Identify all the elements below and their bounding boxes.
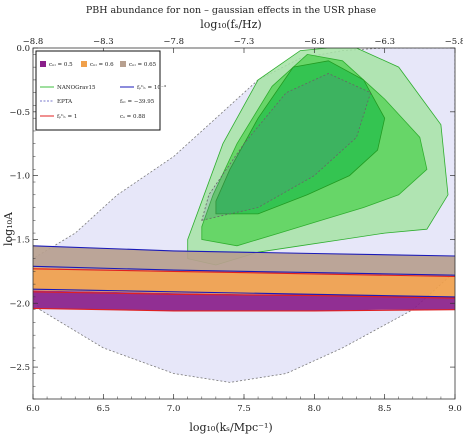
x2-tick-label: −6.3: [374, 37, 395, 47]
contour-4: [201, 73, 372, 221]
legend-label: fₙₗ = −39.95: [120, 99, 155, 105]
x2-tick-label: −8.3: [93, 37, 114, 47]
y-tick-label: 0.0: [16, 44, 30, 54]
x-tick-label: 6.5: [97, 404, 111, 414]
x-tick-label: 8.0: [308, 404, 322, 414]
x-tick-label: 7.0: [167, 404, 181, 414]
legend-label: fₚᵇₕ = 1: [57, 113, 77, 120]
legend-label: cₙₗ = 0.65: [129, 62, 157, 68]
y-tick-label: −2.0: [9, 299, 30, 309]
x-tick-label: 6.0: [26, 404, 40, 414]
top-axis-title: log₁₀(fₛ/Hz): [200, 18, 261, 31]
legend-swatch: [81, 61, 87, 67]
x-tick-label: 8.5: [378, 404, 392, 414]
x2-tick-label: −7.3: [234, 37, 255, 47]
legend-label: EPTA: [57, 99, 73, 105]
boundary-line-1: [33, 265, 455, 276]
x-axis-title: log₁₀(kₛ/Mpc⁻¹): [189, 421, 272, 434]
boundary-line-2: [33, 288, 455, 298]
legend-swatch: [40, 61, 46, 67]
legend-box: [35, 50, 161, 131]
boundary-line-3: [33, 268, 455, 278]
y-axis-title: log₁₀A: [2, 211, 15, 246]
x-tick-label: 9.0: [448, 404, 462, 414]
chart-title: PBH abundance for non – gaussian effects…: [86, 5, 377, 16]
plot-area: [33, 48, 455, 383]
legend-label: fₚᵇₕ = 10⁻³: [137, 84, 166, 91]
legend-label: cₛ = 0.88: [120, 114, 146, 120]
x2-tick-label: −7.8: [163, 37, 184, 47]
x2-tick-label: −5.8: [445, 37, 463, 47]
y-tick-label: −2.5: [9, 363, 30, 373]
y-tick-label: −0.5: [9, 108, 30, 118]
legend-label: cₙₗ = 0.5: [49, 62, 73, 68]
legend: cₙₗ = 0.5 cₙₗ = 0.6 cₙₗ = 0.65 NANOGrav15 fₚ…: [35, 50, 166, 131]
boundary-line-5: [33, 307, 455, 312]
boundary-line-0: [33, 245, 455, 257]
x-tick-label: 7.5: [237, 404, 251, 414]
contour-3: [215, 60, 386, 215]
band-2: [33, 290, 455, 311]
boundary-line-4: [33, 291, 455, 299]
x2-tick-label: −8.8: [23, 37, 44, 47]
y-tick-label: −1.5: [9, 235, 30, 245]
legend-swatch: [120, 61, 126, 67]
legend-label: cₙₗ = 0.6: [90, 62, 114, 68]
legend-label: NANOGrav15: [57, 85, 96, 91]
axes: 6.0 6.5 7.0 7.5 8.0 8.5 9.0 −8.8 −8.3 −7.8 −7.3 −6.…: [9, 37, 463, 414]
y-tick-label: −1.0: [9, 172, 30, 182]
x2-tick-label: −6.8: [304, 37, 325, 47]
